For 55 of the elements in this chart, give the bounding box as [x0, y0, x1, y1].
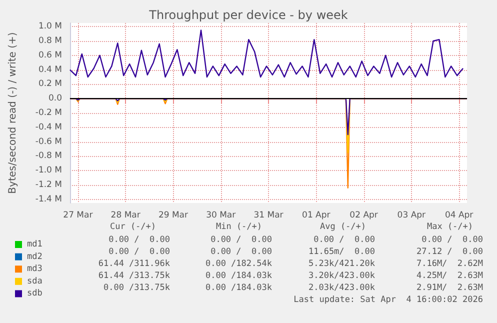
line-series	[69, 30, 464, 78]
x-tick-label: 27 Mar	[63, 210, 94, 220]
x-tick-label: 31 Mar	[254, 210, 284, 220]
y-tick-label: -1.0 M	[35, 166, 62, 176]
text: 0.00 /184.03k	[205, 283, 272, 293]
y-tick-label: -1.2 M	[35, 180, 62, 190]
text: 3.20k/423.00k	[308, 271, 375, 281]
text: Last update: Sat Apr 4 16:00:02 2026	[294, 295, 483, 305]
text: 0.00 / 0.00	[210, 247, 272, 257]
x-tick-label: 01 Apr	[302, 210, 331, 220]
y-tick-label: -0.2 M	[35, 108, 62, 118]
text: Min (-/+)	[216, 222, 262, 232]
x-tick-label: 28 Mar	[110, 210, 141, 220]
y-axis-title: Bytes/second read (-) / write (+)	[8, 32, 18, 194]
y-tick-label: 0.0	[48, 94, 62, 104]
text: 0.00 /182.54k	[205, 259, 272, 269]
legend-label: sdb	[27, 288, 42, 299]
y-tick-label: 1.0 M	[38, 22, 62, 32]
x-tick-label: 04 Apr	[444, 210, 474, 220]
x-tick-label: 03 Apr	[397, 210, 426, 220]
text: 0.00 / 0.00	[422, 235, 483, 245]
y-tick-label: 0.8 M	[38, 36, 62, 46]
text: Max (-/+)	[426, 222, 474, 232]
y-tick-label: 0.6 M	[38, 50, 62, 60]
x-tick-label: 30 Mar	[206, 210, 236, 220]
y-tick-label: -0.8 M	[35, 151, 62, 162]
text: 0.00 /184.03k	[205, 271, 272, 281]
chart-title: Throughput per device - by week	[148, 8, 348, 22]
y-tick-label: -0.4 M	[35, 122, 62, 132]
text: 0.00 /313.75k	[103, 283, 170, 293]
text: 0.00 / 0.00	[108, 235, 170, 245]
legend-label: md1	[27, 240, 42, 250]
legend-label: md2	[27, 252, 42, 262]
text: 61.44 /313.75k	[98, 271, 170, 281]
y-tick-label: 0.4 M	[38, 64, 62, 75]
text: 2.03k/423.00k	[308, 283, 375, 293]
text: 0.00 / 0.00	[314, 235, 375, 245]
text: 0.00 / 0.00	[108, 247, 170, 257]
x-tick-label: 02 Apr	[350, 210, 378, 220]
text: 5.23k/421.20k	[308, 259, 375, 269]
text: 2.91M/ 2.63M	[416, 283, 483, 293]
text: 27.12 / 0.00	[416, 247, 483, 257]
legend-label: md3	[27, 264, 42, 274]
text: 0.00 / 0.00	[210, 235, 272, 245]
text: 61.44 /311.96k	[98, 259, 170, 269]
text: Cur (-/+)	[110, 222, 156, 232]
y-tick-label: -0.6 M	[35, 136, 62, 147]
text: 7.16M/ 2.62M	[416, 259, 483, 269]
x-tick-label: 29 Mar	[158, 210, 188, 220]
legend-label: sda	[27, 276, 42, 286]
y-tick-label: 0.2 M	[38, 79, 62, 90]
y-tick-label: -1.4 M	[35, 194, 62, 204]
text: 11.65m/ 0.00	[308, 247, 375, 257]
text: 4.25M/ 2.63M	[416, 271, 483, 281]
text: Avg (-/+)	[320, 222, 366, 232]
